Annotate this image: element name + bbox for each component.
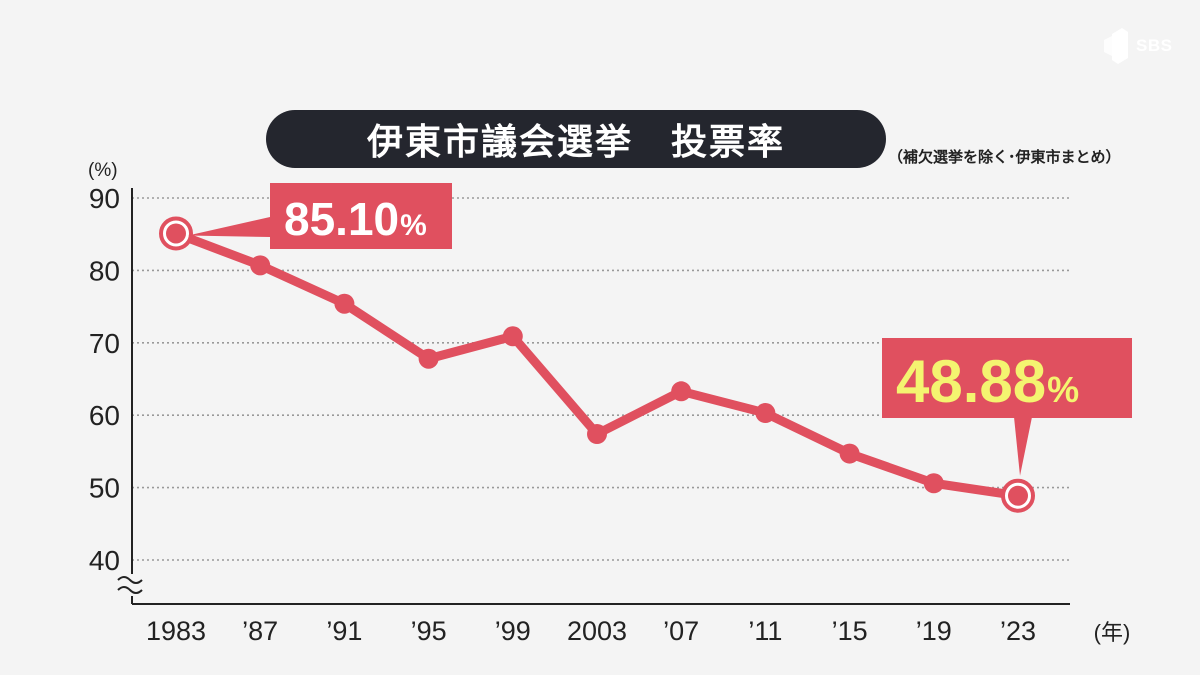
y-tick-label: 70 [89,328,120,359]
x-tick-label: ’15 [832,616,868,646]
callout-box [270,183,452,249]
data-point [334,293,355,314]
y-tick-label: 40 [89,545,120,576]
sbs-logo-text: SBS [1136,36,1173,55]
x-tick-label: 2003 [567,616,627,646]
chart-title-banner: 伊東市議会選挙 投票率 [266,110,886,168]
callout-box [882,338,1132,418]
callout-unit: % [1047,369,1079,410]
callout: 85.10% [188,183,452,249]
x-tick-label: ’11 [748,616,782,646]
data-point [755,403,776,424]
axis-break-mark [117,576,143,594]
axes: 90 80 70 60 50 40 (%) 1983 ’87 ’91 ’95 ’99 2003 ’07 ’1… [88,160,1130,646]
callout-pointer [1014,417,1032,476]
data-point [1008,485,1028,506]
x-tick-label: ’19 [916,616,952,646]
x-tick-label: ’23 [1000,616,1036,646]
sbs-logo: SBS [1098,20,1188,70]
data-point [250,255,271,276]
x-tick-label: ’91 [326,616,362,646]
data-point [923,473,944,494]
x-tick-label: ’87 [242,616,278,646]
x-tick-label: ’99 [495,616,531,646]
data-point [166,223,186,244]
x-axis-label: (年) [1094,620,1131,645]
x-tick-label: ’95 [411,616,447,646]
data-point [839,443,860,464]
chart-title: 伊東市議会選挙 投票率 [366,122,785,163]
y-tick-label: 60 [89,400,120,431]
data-point [587,424,607,445]
data-point [671,381,692,402]
y-tick-label: 50 [89,473,120,504]
data-point [502,326,523,347]
sbs-logo-icon [1104,28,1128,64]
callouts: 85.10% 48.88% [188,183,1132,476]
chart-subtitle: （補欠選挙を除く･伊東市まとめ） [888,148,1121,166]
callout-pointer [188,217,270,237]
y-tick-label: 90 [89,183,120,214]
data-points [159,216,1035,513]
y-axis-label: (%) [88,160,118,181]
data-point [418,348,439,369]
x-tick-label: ’07 [663,616,699,646]
callout: 48.88% [882,338,1132,476]
x-tick-label: 1983 [146,616,206,646]
y-tick-label: 80 [89,255,120,286]
callout-unit: % [400,209,427,242]
